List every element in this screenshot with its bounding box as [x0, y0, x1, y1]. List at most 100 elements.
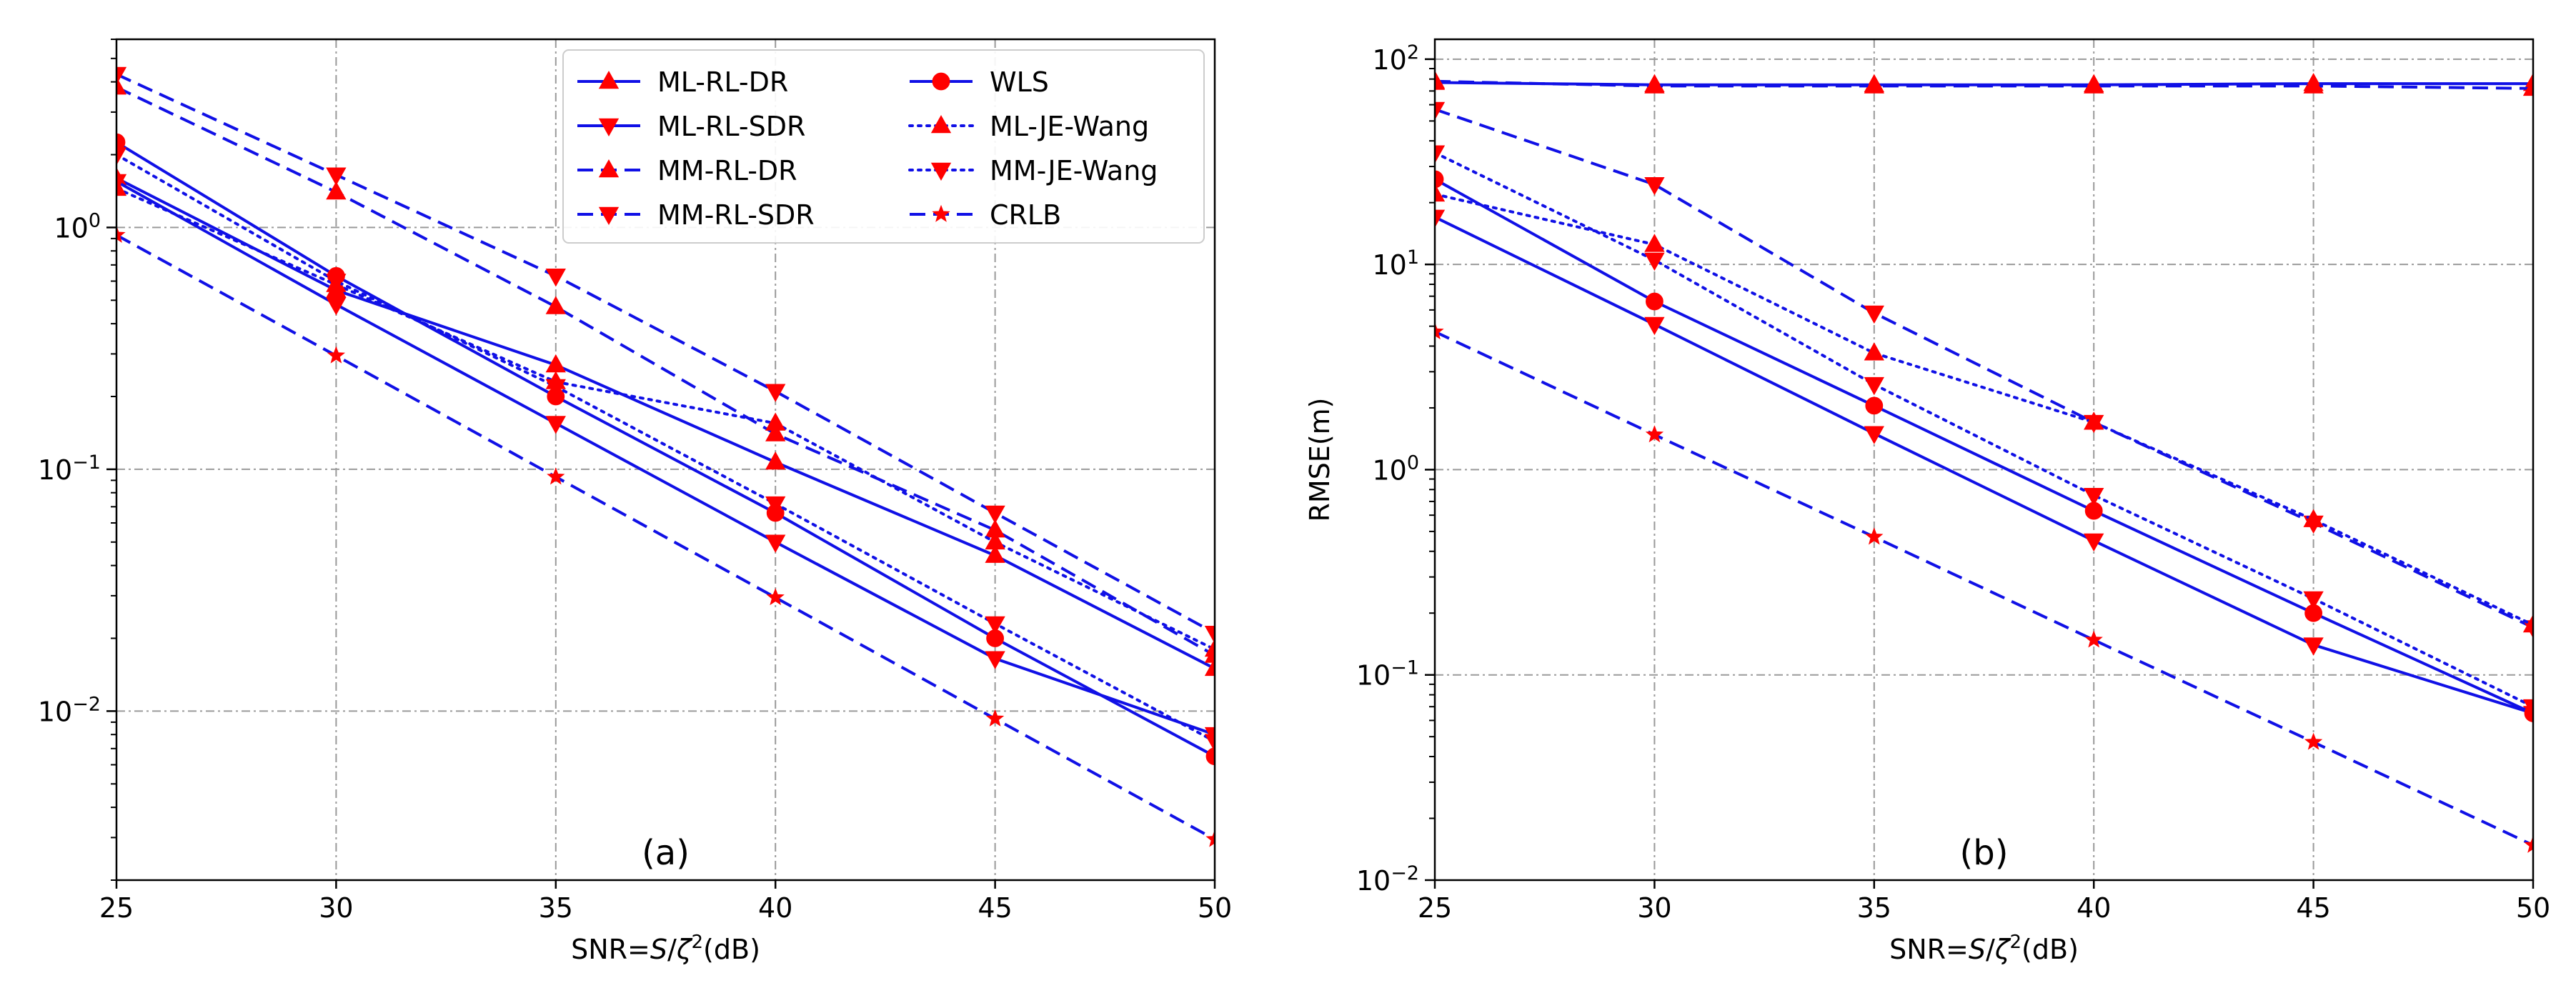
data-point-mm-rl-sdr — [765, 384, 786, 402]
data-point-ml-rl-sdr — [1644, 316, 1665, 336]
y-tick-exponent: 2 — [1407, 41, 1419, 63]
data-point-crlb — [1435, 321, 1444, 340]
data-point-ml-je-wang — [2522, 614, 2533, 633]
data-point-ml-je-wang — [2084, 411, 2104, 430]
series-line-mm-rl-sdr — [1435, 108, 2533, 629]
y-axis-label: RMSE(m) — [1304, 398, 1336, 522]
legend-marker — [598, 206, 620, 226]
x-tick-label: 35 — [1857, 892, 1891, 924]
data-point-mm-rl-sdr — [985, 505, 1005, 524]
legend-item-mm-rl-dr: MM-RL-DR — [577, 155, 797, 186]
legend: ML-RL-DR ML-RL-SDR MM-RL-DR MM-RL-SDR WLS ML-… — [562, 49, 1205, 244]
series-line-mm-rl-dr — [116, 86, 1215, 657]
data-point-crlb — [2524, 835, 2533, 853]
legend-label: CRLB — [990, 199, 1061, 231]
data-point-mm-rl-sdr — [1644, 177, 1665, 196]
y-tick-base: 10 — [1372, 249, 1406, 281]
data-point-crlb — [1645, 425, 1664, 443]
y-tick-label: 10−1 — [38, 451, 101, 486]
data-point-ml-rl-sdr — [2084, 533, 2104, 552]
x-axis-label-prefix: SNR= — [1889, 934, 1969, 965]
data-point-mm-rl-sdr — [1204, 626, 1215, 644]
x-axis-label-var1: S — [650, 934, 667, 965]
legend-label: ML-RL-DR — [657, 66, 788, 98]
data-point-mm-je-wang — [1864, 376, 1884, 396]
series-line-wls — [116, 141, 1215, 758]
data-point-mm-rl-dr — [2084, 75, 2104, 94]
data-point-mm-je-wang — [2303, 591, 2324, 610]
series-line-wls — [1435, 178, 2533, 715]
x-tick-label: 45 — [2296, 892, 2330, 924]
series-crlb — [1435, 321, 2533, 853]
data-point-mm-je-wang — [116, 147, 127, 166]
data-point-crlb — [547, 467, 565, 485]
y-tick-exponent: −2 — [72, 693, 101, 715]
y-tick-exponent: 1 — [1407, 246, 1419, 269]
y-tick-base: 10 — [54, 212, 88, 244]
data-point-mm-je-wang — [1435, 145, 1446, 164]
x-axis-label-sup: 2 — [2010, 932, 2022, 953]
data-point-ml-rl-sdr — [2303, 637, 2324, 656]
data-point-crlb — [116, 225, 126, 243]
data-point-ml-rl-sdr — [985, 651, 1005, 669]
legend-label: MM-RL-DR — [657, 155, 797, 186]
series-line-mm-rl-dr — [1435, 79, 2533, 90]
data-point-ml-rl-sdr — [326, 297, 347, 316]
data-point-ml-je-wang — [1864, 342, 1884, 361]
legend-item-ml-rl-sdr: ML-RL-SDR — [577, 111, 805, 142]
data-point-ml-rl-sdr — [1435, 209, 1446, 228]
data-point-mm-je-wang — [545, 379, 566, 398]
x-axis-label: SNR=S/ζ2(dB) — [571, 932, 760, 965]
series-ml-rl-sdr — [116, 174, 1215, 746]
x-axis-label-sup: 2 — [692, 932, 704, 953]
data-point-mm-rl-sdr — [116, 66, 127, 86]
legend-item-ml-rl-dr: ML-RL-DR — [577, 66, 788, 98]
series-line-mm-rl-sdr — [116, 73, 1215, 635]
data-point-mm-rl-dr — [326, 181, 347, 200]
data-point-mm-je-wang — [2084, 488, 2104, 507]
y-tick-label: 10−2 — [38, 693, 101, 728]
legend-label: ML-JE-Wang — [990, 111, 1149, 142]
legend-item-wls: WLS — [910, 66, 1049, 98]
series-line-mm-je-wang — [1435, 151, 2533, 709]
legend-item-ml-je-wang: ML-JE-Wang — [908, 111, 1149, 142]
data-point-mm-rl-dr — [1435, 70, 1446, 89]
data-point-ml-rl-sdr — [1864, 426, 1884, 444]
legend-marker — [930, 162, 952, 181]
x-tick-label: 35 — [539, 892, 573, 924]
data-point-ml-rl-sdr — [765, 534, 786, 553]
y-tick-label: 100 — [1372, 451, 1419, 486]
legend-marker — [932, 72, 950, 91]
data-point-crlb — [327, 346, 346, 364]
x-tick-label: 40 — [2077, 892, 2111, 924]
legend-label: WLS — [990, 66, 1049, 98]
legend-marker — [932, 204, 950, 222]
legend-marker — [598, 70, 620, 89]
data-point-mm-rl-dr — [765, 423, 786, 441]
data-point-mm-rl-dr — [1644, 75, 1665, 94]
x-axis-label-prefix: SNR= — [571, 934, 650, 965]
series-line-mm-je-wang — [116, 153, 1215, 743]
data-point-mm-rl-sdr — [1864, 305, 1884, 324]
data-point-mm-je-wang — [1204, 734, 1215, 752]
series-layer — [116, 66, 1215, 847]
x-tick-label: 30 — [1637, 892, 1671, 924]
series-line-crlb — [116, 234, 1215, 841]
y-tick-label: 10−1 — [1356, 657, 1419, 692]
data-point-mm-je-wang — [1644, 252, 1665, 271]
x-axis-label-slash: / — [667, 934, 677, 965]
legend-marker — [598, 118, 620, 137]
y-tick-label: 102 — [1372, 41, 1419, 76]
y-tick-base: 10 — [38, 696, 72, 727]
panel-label: (b) — [1960, 833, 2009, 873]
y-tick-base: 10 — [1356, 865, 1391, 897]
data-point-wls — [1435, 170, 1444, 189]
data-point-mm-rl-dr — [1864, 75, 1884, 94]
x-tick-label: 25 — [1418, 892, 1452, 924]
data-point-mm-rl-dr — [2522, 77, 2533, 96]
data-point-ml-rl-dr — [985, 544, 1005, 563]
data-point-ml-je-wang — [1435, 183, 1446, 202]
data-point-mm-rl-dr — [2303, 75, 2324, 94]
axes-frame — [115, 38, 1216, 882]
